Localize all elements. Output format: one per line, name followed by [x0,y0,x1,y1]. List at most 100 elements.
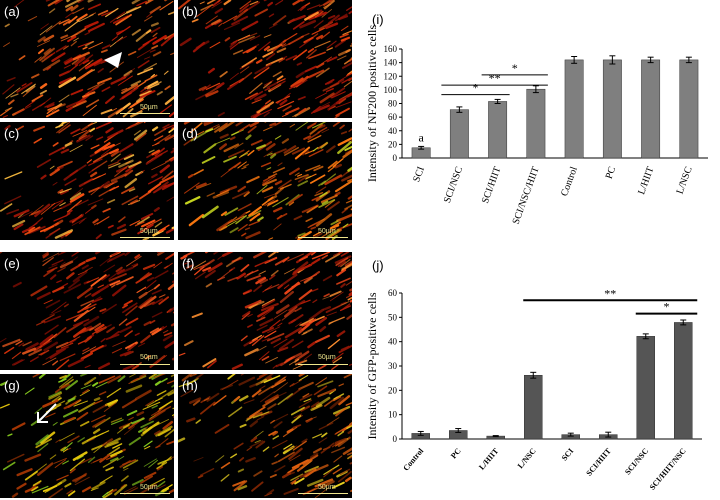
y-tick-label: 10 [388,410,398,420]
chart-i: 0 20 40 60 80 100 120 140 160 Intensity of NF200 … [365,25,708,226]
y-tick-label: 20 [388,385,398,395]
y-tick-label: 50 [388,312,398,322]
scale-bar [120,364,170,365]
panel-label: (h) [182,378,198,393]
y-tick-label: 80 [388,99,398,109]
category-label: SCI/HIIT [584,446,613,478]
category-label: SCI [560,447,575,463]
y-tick-label: 60 [388,112,398,122]
category-label: PC [449,446,463,460]
fiber-texture [178,374,352,498]
y-tick-label: 30 [388,361,398,371]
micrograph-f: (f) 50µm [178,252,352,370]
y-tick-label: 160 [384,44,398,54]
micrograph-b: (b) [178,0,352,118]
fiber-texture [0,122,174,240]
scale-bar [298,364,348,365]
panel-label: (f) [182,256,195,271]
fiber-texture [0,252,174,370]
fiber-texture [0,0,174,118]
y-tick-label: 120 [384,71,398,81]
significance-label: ** [489,71,501,85]
arrowhead-icon [104,52,122,68]
y-tick-label: 0 [393,434,398,444]
scale-text: 50µm [318,484,336,491]
bar [636,336,655,440]
y-tick-label: 0 [393,153,398,163]
significance-label: * [473,81,479,95]
bar [449,109,469,159]
fiber-texture [0,374,174,498]
panel-label: (d) [182,126,198,141]
micrograph-image [0,122,174,240]
chart-i-panel-label: (i) [372,12,384,27]
category-label: SCI/NSC [623,446,650,476]
fiber-texture [178,252,352,370]
significance-label: ** [604,286,616,300]
category-label: SCI/NSC/HIIT [511,165,542,226]
scale-bar [120,493,170,494]
panel-label: (c) [4,126,20,141]
arrow-icon [37,403,57,423]
micrograph-image [178,374,352,498]
category-label: SCI/HIIT [480,165,503,205]
scale-bar [120,113,170,114]
bar-annotation: a [418,130,424,144]
panel-label: (a) [4,4,20,19]
micrograph-c: (c) 50µm [0,122,174,240]
category-label: L/NSC [675,165,695,196]
micrograph-image [0,0,174,118]
y-axis-label: Intensity of GFP-positive cells [365,292,379,439]
significance-label: * [512,61,518,75]
scale-bar [120,237,170,238]
scale-text: 50µm [140,104,158,111]
y-tick-label: 20 [388,139,398,149]
bar [524,374,543,440]
y-tick-label: 100 [384,85,398,95]
micrograph-image [0,252,174,370]
category-label: SCI/NSC [442,165,465,205]
chart-j: 0 10 20 30 40 50 60 Intensity of GFP-positive c… [365,286,702,492]
micrograph-image [0,374,174,498]
y-tick-label: 60 [388,288,398,298]
significance-label: * [664,300,670,314]
bar [488,101,508,159]
y-tick-label: 140 [384,58,398,68]
y-tick-label: 40 [388,337,398,347]
category-label: Control [401,446,425,473]
scale-bar [298,493,348,494]
scale-text: 50µm [140,228,158,235]
micrograph-h: (h) 50µm [178,374,352,498]
category-label: L/HIIT [636,165,656,196]
scale-text: 50µm [140,484,158,491]
micrograph-image [178,0,352,118]
panel-label: (e) [4,256,20,271]
micrograph-image [178,122,352,240]
scale-bar [298,237,348,238]
fiber-texture [183,122,352,240]
chart-j-panel-label: (j) [372,258,384,273]
micrograph-e: (e) 50µm [0,252,174,370]
micrograph-d: (d) 50µm [178,122,352,240]
bar [526,88,546,159]
scale-text: 50µm [140,354,158,361]
panel-label: (b) [182,4,198,19]
bar [602,59,622,159]
category-label: Control [559,165,580,198]
scale-text: 50µm [318,354,336,361]
bar [679,59,699,159]
category-label: SCI [411,165,427,183]
category-label: L/NSC [516,446,538,470]
micrograph-g: (g) 50µm [0,374,174,498]
fiber-texture [178,0,352,118]
panel-label: (g) [4,378,20,393]
category-label: SCI/HIIT/NSC [648,446,688,491]
y-tick-label: 40 [388,126,398,136]
bar [641,59,661,159]
bar [674,322,693,440]
micrograph-image [178,252,352,370]
micrograph-a: (a) 50µm [0,0,174,118]
bar [564,59,584,159]
scale-text: 50µm [318,228,336,235]
category-label: L/HIIT [477,446,501,472]
